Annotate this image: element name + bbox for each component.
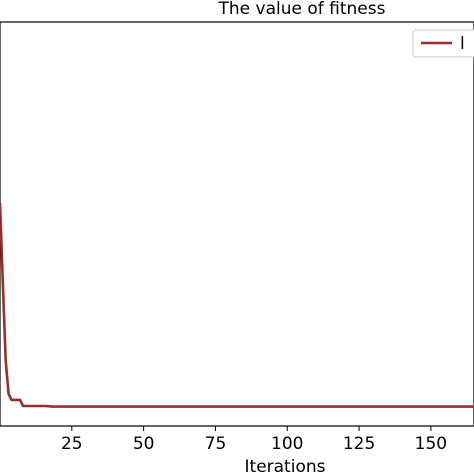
- legend: l: [412, 29, 474, 58]
- x-tick-label: 25: [61, 434, 83, 454]
- x-tick-label: 75: [205, 434, 227, 454]
- legend-label: l: [460, 34, 465, 54]
- x-tick-label: 150: [415, 434, 447, 454]
- x-tick-label: 125: [343, 434, 375, 454]
- x-tick-label: 50: [133, 434, 155, 454]
- plot-frame: [0, 21, 474, 427]
- x-tick-label: 100: [271, 434, 303, 454]
- x-axis-label: Iterations: [245, 457, 326, 474]
- chart-title: The value of fitness: [218, 0, 386, 19]
- x-axis: 25 50 75 100 125 150: [61, 426, 447, 454]
- plot-area: [0, 21, 474, 427]
- series-line-fitness: [0, 202, 474, 408]
